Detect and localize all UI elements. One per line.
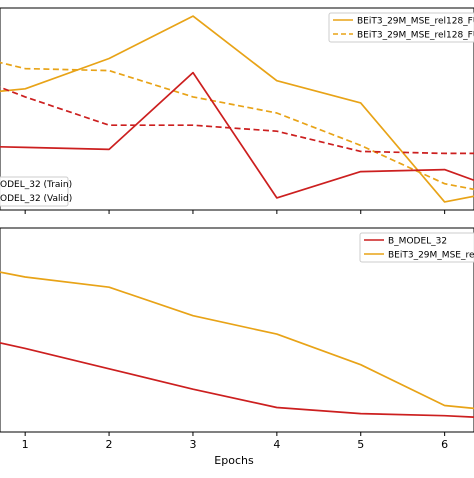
legend-label: BEiT3_29M_MSE_rel128_FU xyxy=(357,17,474,27)
x-tick-label: 4 xyxy=(273,438,280,451)
top-legend-left: ODEL_32 (Train) ODEL_32 (Valid) xyxy=(0,176,72,207)
bottom-panel: 1 2 3 4 5 6 B_MODEL_32 BEiT3_29M_MSE_re Epoch… xyxy=(0,227,474,467)
bottom-legend: B_MODEL_32 BEiT3_29M_MSE_re xyxy=(359,232,474,263)
legend-label: B_MODEL_32 xyxy=(388,237,447,247)
x-tick-label: 2 xyxy=(106,438,113,451)
series-line-0-3 xyxy=(0,86,474,155)
bottom-panel-lines xyxy=(0,271,474,418)
bottom-panel-ticks: 1 2 3 4 5 6 xyxy=(22,432,448,451)
top-panel-lines xyxy=(0,15,474,203)
legend-label: BEiT3_29M_MSE_rel128_FU xyxy=(357,31,474,41)
legend-label: BEiT3_29M_MSE_re xyxy=(388,251,474,261)
legend-box xyxy=(328,12,474,43)
top-legend-right: BEiT3_29M_MSE_rel128_FU BEiT3_29M_MSE_re… xyxy=(328,12,474,43)
series-line-0-1 xyxy=(0,61,474,191)
series-line-1-1 xyxy=(0,271,474,410)
x-tick-label: 6 xyxy=(441,438,448,451)
series-line-0-0 xyxy=(0,15,474,203)
series-line-0-2 xyxy=(0,71,474,199)
top-panel-ticks xyxy=(24,210,446,214)
x-tick-label: 1 xyxy=(22,438,29,451)
top-panel: BEiT3_29M_MSE_rel128_FU BEiT3_29M_MSE_re… xyxy=(0,7,474,214)
legend-label: ODEL_32 (Valid) xyxy=(0,194,72,204)
legend-box xyxy=(359,232,474,263)
x-tick-label: 5 xyxy=(357,438,364,451)
legend-label: ODEL_32 (Train) xyxy=(0,180,72,190)
legend-box xyxy=(0,176,69,207)
x-tick-label: 3 xyxy=(189,438,196,451)
x-axis-label: Epochs xyxy=(214,454,254,467)
series-line-1-0 xyxy=(0,342,474,418)
